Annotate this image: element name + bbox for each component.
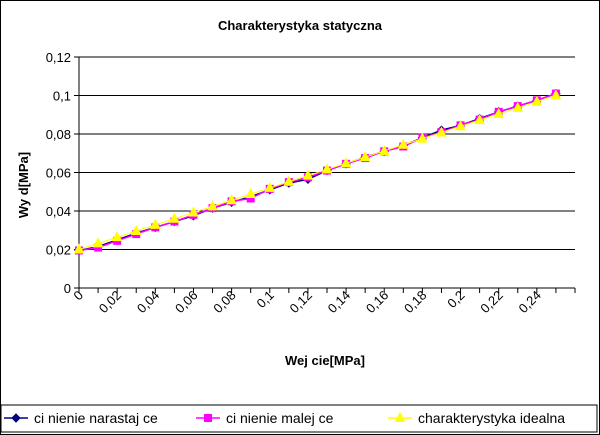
y-tick-label: 0 (64, 281, 71, 296)
legend-marker (394, 411, 406, 422)
legend: ci nienie narastaj ce ci nienie malej ce c… (0, 404, 598, 433)
legend-box (0, 404, 598, 433)
data-point (340, 157, 352, 168)
y-tick-label: 0,08 (46, 127, 71, 142)
data-point (130, 224, 142, 236)
y-tick-label: 0,04 (46, 204, 71, 219)
data-point (321, 163, 333, 174)
data-point (417, 132, 428, 143)
series-3 (73, 89, 562, 254)
x-tick-labels: 0 0,02 0,04 0,06 0,08 0,1 0,12 0,14 0,16 0,18 0,2 0… (70, 288, 544, 317)
y-axis-title: Wy d[MPa] (16, 152, 31, 218)
data-point (550, 89, 562, 100)
data-point (302, 169, 314, 180)
data-point (264, 181, 276, 192)
x-tick-label: 0,24 (515, 288, 544, 317)
y-tick-label: 0,1 (53, 89, 71, 104)
legend-entry: ci nienie malej ce (196, 410, 334, 426)
data-point (283, 175, 295, 186)
chart-title: Charakterystyka statyczna (218, 18, 383, 33)
x-tick-label: 0,12 (287, 288, 316, 317)
data-point (207, 200, 218, 211)
data-point (455, 120, 466, 131)
data-point (92, 237, 104, 248)
x-axis-title: Wej cie[MPa] (285, 353, 365, 368)
y-tick-label: 0,02 (46, 243, 71, 258)
data-point (73, 243, 85, 254)
legend-label: ci nienie narastaj ce (34, 410, 158, 426)
data-point (188, 206, 199, 217)
series-group (73, 88, 562, 256)
data-point (512, 101, 524, 112)
grid-lines (79, 56, 575, 250)
legend-entry: charakterystyka idealna (388, 410, 565, 426)
data-point (169, 212, 180, 223)
data-point (493, 107, 505, 118)
legend-marker (11, 413, 21, 423)
x-tick-label: 0,1 (254, 288, 277, 311)
x-tick-label: 0,2 (444, 288, 467, 311)
legend-label: charakterystyka idealna (418, 410, 565, 426)
x-tick-label: 0,08 (210, 288, 239, 317)
data-point (226, 194, 237, 205)
x-tick-label: 0,16 (363, 288, 392, 317)
x-tick-label: 0,02 (96, 288, 125, 317)
legend-marker (204, 414, 212, 422)
legend-entry: ci nienie narastaj ce (4, 410, 158, 426)
x-tick-label: 0,06 (172, 288, 201, 317)
data-point (149, 218, 161, 229)
legend-label: ci nienie malej ce (226, 410, 334, 426)
x-tick-label: 0,18 (401, 288, 430, 317)
x-tick-label: 0,04 (134, 288, 163, 317)
data-point (474, 114, 485, 125)
y-tick-label: 0,06 (46, 166, 71, 181)
x-tick-label: 0 (70, 288, 86, 304)
data-point (397, 138, 409, 149)
y-tick-labels: 0 0,02 0,04 0,06 0,08 0,1 0,12 (46, 50, 71, 296)
axes (74, 56, 576, 293)
data-point (436, 126, 447, 137)
x-tick-label: 0,14 (325, 288, 354, 317)
data-point (378, 144, 390, 155)
data-point (111, 231, 123, 242)
x-tick-label: 0,22 (477, 288, 506, 317)
data-point (531, 95, 543, 106)
data-point (245, 187, 257, 199)
data-point (359, 151, 371, 162)
y-tick-label: 0,12 (46, 50, 71, 65)
